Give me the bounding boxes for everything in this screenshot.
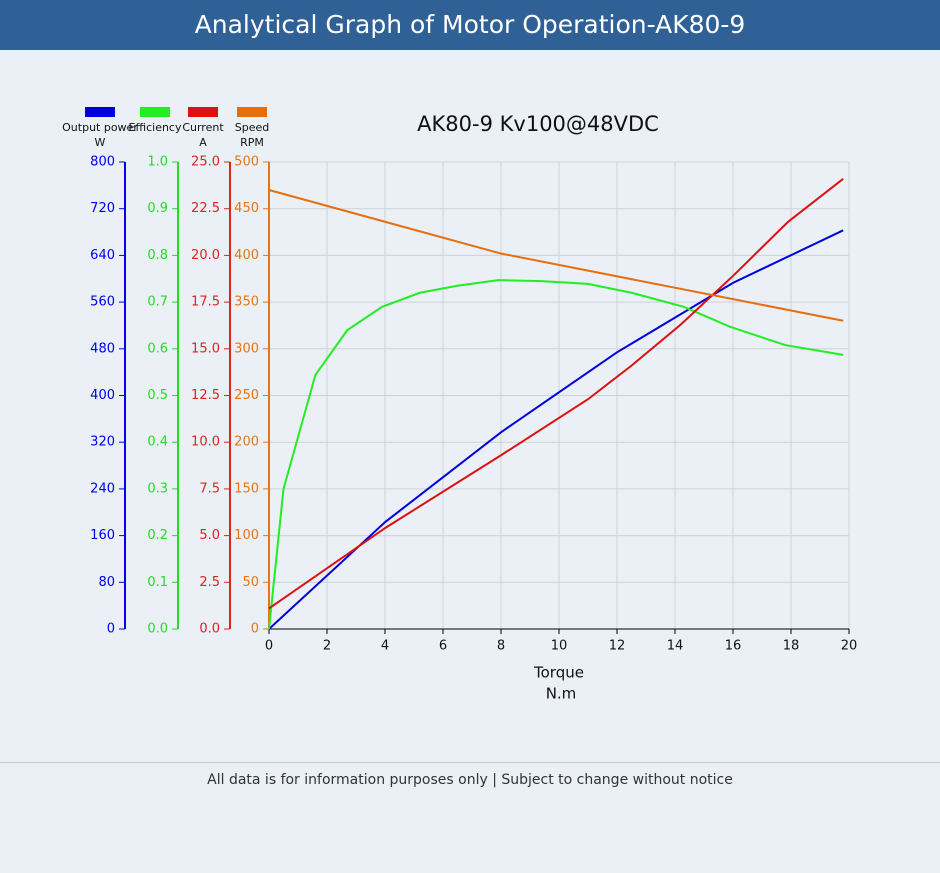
y-tick-label: 100	[234, 528, 259, 543]
x-tick-label: 8	[497, 639, 505, 654]
y-tick-label: 0.4	[147, 435, 168, 450]
series-line	[268, 178, 844, 610]
y-tick-label: 400	[234, 248, 259, 263]
series-line	[268, 279, 844, 630]
legend-swatch	[188, 107, 218, 117]
y-tick-label: 1.0	[147, 155, 168, 170]
chart-title: AK80-9 Kv100@48VDC	[417, 112, 659, 136]
y-tick-label: 480	[90, 341, 115, 356]
y-tick-label: 80	[98, 575, 115, 590]
x-axis-unit: N.m	[546, 685, 577, 703]
y-tick-label: 0	[107, 622, 115, 637]
x-axis-label: Torque	[533, 664, 584, 682]
y-tick-label: 0.5	[147, 388, 168, 403]
legend-label: Output power	[62, 121, 138, 134]
y-tick-label: 500	[234, 155, 259, 170]
legend-unit: RPM	[240, 136, 264, 149]
x-tick-label: 18	[783, 639, 800, 654]
y-tick-label: 250	[234, 388, 259, 403]
series-line	[268, 229, 844, 630]
y-tick-label: 200	[234, 435, 259, 450]
page-header: Analytical Graph of Motor Operation-AK80…	[0, 0, 940, 50]
y-tick-label: 0.2	[147, 528, 168, 543]
legend-label: Speed	[235, 121, 269, 134]
legend-label: Current	[182, 121, 224, 134]
y-tick-label: 15.0	[191, 341, 220, 356]
y-tick-label: 7.5	[199, 481, 220, 496]
y-tick-label: 0.8	[147, 248, 168, 263]
y-tick-label: 22.5	[191, 201, 220, 216]
y-tick-label: 25.0	[191, 155, 220, 170]
y-tick-label: 0.9	[147, 201, 168, 216]
y-tick-label: 10.0	[191, 435, 220, 450]
x-tick-label: 6	[439, 639, 447, 654]
y-tick-label: 800	[90, 155, 115, 170]
y-tick-label: 20.0	[191, 248, 220, 263]
x-tick-label: 12	[609, 639, 626, 654]
y-tick-label: 5.0	[199, 528, 220, 543]
y-tick-label: 17.5	[191, 295, 220, 310]
y-tick-label: 320	[90, 435, 115, 450]
chart: AK80-9 Kv100@48VDC Torque N.m 0 2 4 6 8 10 12 1…	[62, 107, 858, 703]
y-tick-label: 0	[251, 622, 259, 637]
y-tick-label: 0.0	[199, 622, 220, 637]
x-tick-label: 16	[725, 639, 742, 654]
x-tick-label: 2	[323, 639, 331, 654]
y-tick-label: 2.5	[199, 575, 220, 590]
legend-unit: A	[199, 136, 207, 149]
y-tick-label: 0.7	[147, 295, 168, 310]
y-tick-label: 50	[242, 575, 259, 590]
y-tick-label: 560	[90, 295, 115, 310]
x-tick-label: 10	[551, 639, 568, 654]
legend-swatch	[85, 107, 115, 117]
y-tick-label: 450	[234, 201, 259, 216]
y-tick-label: 720	[90, 201, 115, 216]
legend-unit: W	[95, 136, 106, 149]
y-tick-label: 350	[234, 295, 259, 310]
y-tick-label: 0.0	[147, 622, 168, 637]
y-tick-label: 300	[234, 341, 259, 356]
y-tick-label: 0.3	[147, 481, 168, 496]
x-tick-label: 14	[667, 639, 684, 654]
y-tick-label: 12.5	[191, 388, 220, 403]
y-tick-label: 0.6	[147, 341, 168, 356]
y-tick-label: 240	[90, 481, 115, 496]
y-tick-label: 160	[90, 528, 115, 543]
x-tick-label: 0	[265, 639, 273, 654]
y-tick-label: 0.1	[147, 575, 168, 590]
series-line	[268, 189, 844, 322]
x-tick-label: 4	[381, 639, 389, 654]
y-tick-label: 400	[90, 388, 115, 403]
footer-note: All data is for information purposes onl…	[0, 762, 940, 788]
x-tick-label: 20	[841, 639, 858, 654]
legend-swatch	[140, 107, 170, 117]
legend-label: Efficiency	[129, 121, 182, 134]
y-tick-label: 640	[90, 248, 115, 263]
y-tick-label: 150	[234, 481, 259, 496]
legend-swatch	[237, 107, 267, 117]
